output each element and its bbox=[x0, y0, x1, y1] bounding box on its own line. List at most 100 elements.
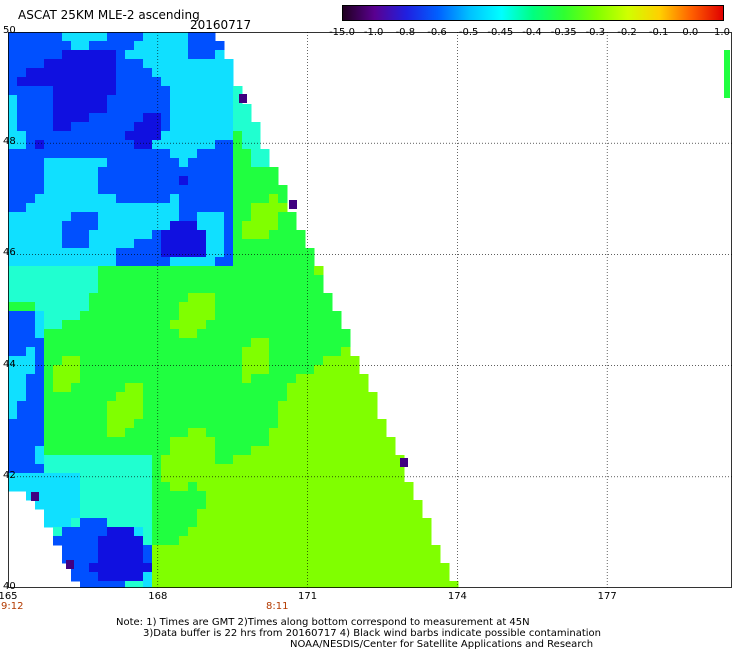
swath-cell bbox=[386, 509, 396, 519]
swath-cell bbox=[26, 464, 36, 474]
swath-cell bbox=[233, 194, 243, 204]
swath-cell bbox=[197, 140, 207, 150]
swath-cell bbox=[143, 311, 153, 321]
swath-cell bbox=[125, 68, 135, 78]
time-label-left: 9:12 bbox=[1, 601, 24, 612]
swath-cell bbox=[260, 419, 270, 429]
swath-cell bbox=[242, 554, 252, 564]
swath-cell bbox=[350, 464, 360, 474]
swath-cell bbox=[107, 446, 117, 456]
swath-cell bbox=[17, 311, 27, 321]
swath-cell bbox=[278, 293, 288, 303]
swath-cell bbox=[386, 518, 396, 528]
time-label-middle: 8:11 bbox=[266, 601, 289, 612]
swath-cell bbox=[44, 356, 54, 366]
swath-cell bbox=[35, 59, 45, 69]
swath-cell bbox=[17, 365, 27, 375]
swath-cell bbox=[206, 266, 216, 276]
swath-cell bbox=[395, 581, 405, 588]
swath-cell bbox=[341, 428, 351, 438]
swath-cell bbox=[197, 302, 207, 312]
swath-cell bbox=[251, 527, 261, 537]
swath-cell bbox=[260, 338, 270, 348]
swath-cell bbox=[197, 113, 207, 123]
swath-cell bbox=[359, 437, 369, 447]
swath-cell bbox=[107, 491, 117, 501]
swath-cell bbox=[116, 437, 126, 447]
swath-cell bbox=[341, 554, 351, 564]
swath-cell bbox=[305, 293, 315, 303]
swath-cell bbox=[269, 383, 279, 393]
swath-cell bbox=[341, 437, 351, 447]
swath-cell bbox=[188, 464, 198, 474]
swath-cell bbox=[89, 347, 99, 357]
swath-cell bbox=[134, 482, 144, 492]
swath-cell bbox=[134, 86, 144, 96]
swath-cell bbox=[71, 437, 81, 447]
swath-cell bbox=[89, 293, 99, 303]
swath-cell bbox=[35, 446, 45, 456]
swath-cell bbox=[233, 500, 243, 510]
swath-cell bbox=[215, 554, 225, 564]
swath-cell bbox=[71, 554, 81, 564]
swath-cell bbox=[206, 491, 216, 501]
swath-cell bbox=[251, 455, 261, 465]
swath-cell bbox=[323, 482, 333, 492]
swath-cell bbox=[251, 212, 261, 222]
swath-cell bbox=[161, 158, 171, 168]
swath-cell bbox=[26, 284, 36, 294]
swath-cell bbox=[89, 140, 99, 150]
swath-cell bbox=[215, 95, 225, 105]
swath-cell bbox=[125, 320, 135, 330]
swath-cell bbox=[35, 212, 45, 222]
swath-cell bbox=[215, 410, 225, 420]
swath-cell bbox=[179, 50, 189, 60]
swath-cell bbox=[188, 329, 198, 339]
swath-cell bbox=[89, 338, 99, 348]
swath-cell bbox=[215, 293, 225, 303]
swath-cell bbox=[161, 221, 171, 231]
swath-cell bbox=[224, 572, 234, 582]
swath-cell bbox=[359, 572, 369, 582]
swath-cell bbox=[62, 518, 72, 528]
swath-cell bbox=[215, 140, 225, 150]
swath-cell bbox=[197, 446, 207, 456]
swath-cell bbox=[215, 374, 225, 384]
swath-cell bbox=[278, 482, 288, 492]
swath-cell bbox=[134, 365, 144, 375]
swath-cell bbox=[188, 383, 198, 393]
swath-cell bbox=[413, 563, 423, 573]
swath-cell bbox=[224, 230, 234, 240]
swath-cell bbox=[107, 320, 117, 330]
swath-cell bbox=[8, 275, 18, 285]
swath-cell bbox=[170, 455, 180, 465]
swath-cell bbox=[188, 536, 198, 546]
swath-cell bbox=[377, 527, 387, 537]
swath-cell bbox=[215, 437, 225, 447]
swath-cell bbox=[350, 482, 360, 492]
swath-cell bbox=[188, 473, 198, 483]
swath-cell bbox=[35, 68, 45, 78]
swath-cell bbox=[161, 131, 171, 141]
swath-cell bbox=[44, 95, 54, 105]
swath-cell bbox=[413, 509, 423, 519]
swath-cell bbox=[206, 392, 216, 402]
swath-cell bbox=[251, 482, 261, 492]
swath-cell bbox=[89, 239, 99, 249]
swath-cell bbox=[260, 176, 270, 186]
swath-cell bbox=[152, 131, 162, 141]
swath-cell bbox=[188, 95, 198, 105]
swath-cell bbox=[107, 410, 117, 420]
swath-cell bbox=[35, 86, 45, 96]
swath-cell bbox=[98, 302, 108, 312]
swath-cell bbox=[80, 383, 90, 393]
swath-cell bbox=[8, 311, 18, 321]
swath-cell bbox=[98, 545, 108, 555]
swath-cell bbox=[359, 581, 369, 588]
swath-cell bbox=[197, 347, 207, 357]
swath-cell bbox=[251, 473, 261, 483]
swath-cell bbox=[278, 401, 288, 411]
swath-cell bbox=[179, 221, 189, 231]
swath-cell bbox=[287, 365, 297, 375]
swath-cell bbox=[179, 320, 189, 330]
